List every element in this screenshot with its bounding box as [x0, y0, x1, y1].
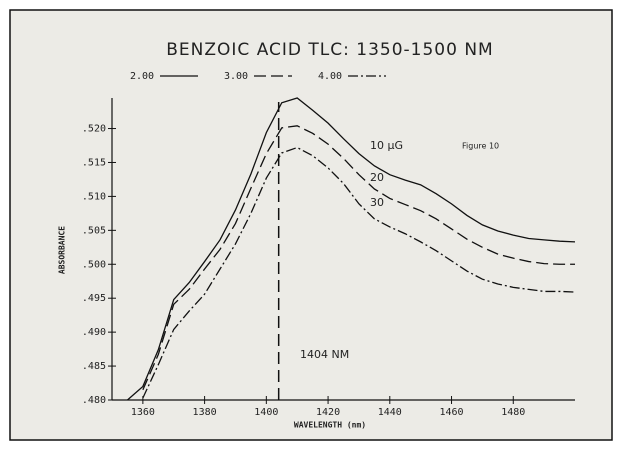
y-tick-label: .510 [82, 191, 106, 202]
frame [9, 9, 613, 441]
y-tick-label: .505 [82, 225, 106, 236]
x-axis-label: WAVELENGTH (nm) [294, 421, 366, 430]
x-tick-label: 1380 [193, 407, 217, 418]
x-tick-label: 1480 [501, 407, 525, 418]
x-tick-label: 1400 [254, 407, 278, 418]
x-tick-label: 1420 [316, 407, 340, 418]
annotation: 10 µG [370, 139, 403, 152]
chart-title: BENZOIC ACID TLC: 1350-1500 NM [166, 40, 493, 60]
series-line [142, 125, 575, 391]
annotation: 1404 NM [300, 348, 349, 361]
legend-label: 4.00 [318, 71, 342, 82]
series-line [142, 146, 576, 399]
y-tick-label: .515 [82, 157, 106, 168]
x-tick-label: 1360 [131, 407, 155, 418]
annotation: 30 [370, 196, 384, 209]
y-axis-label: ABSORBANCE [58, 226, 67, 274]
y-tick-label: .500 [82, 259, 106, 270]
y-tick-label: .480 [82, 395, 106, 406]
legend-label: 3.00 [224, 71, 248, 82]
annotation: 20 [370, 171, 384, 184]
y-tick-label: .495 [82, 293, 106, 304]
y-tick-label: .490 [82, 327, 106, 338]
series-line [127, 97, 576, 401]
x-tick-label: 1460 [439, 407, 463, 418]
legend-label: 2.00 [130, 71, 154, 82]
y-tick-label: .485 [82, 361, 106, 372]
x-tick-label: 1440 [378, 407, 402, 418]
annotation: Figure 10 [462, 142, 499, 151]
y-tick-label: .520 [82, 124, 106, 135]
